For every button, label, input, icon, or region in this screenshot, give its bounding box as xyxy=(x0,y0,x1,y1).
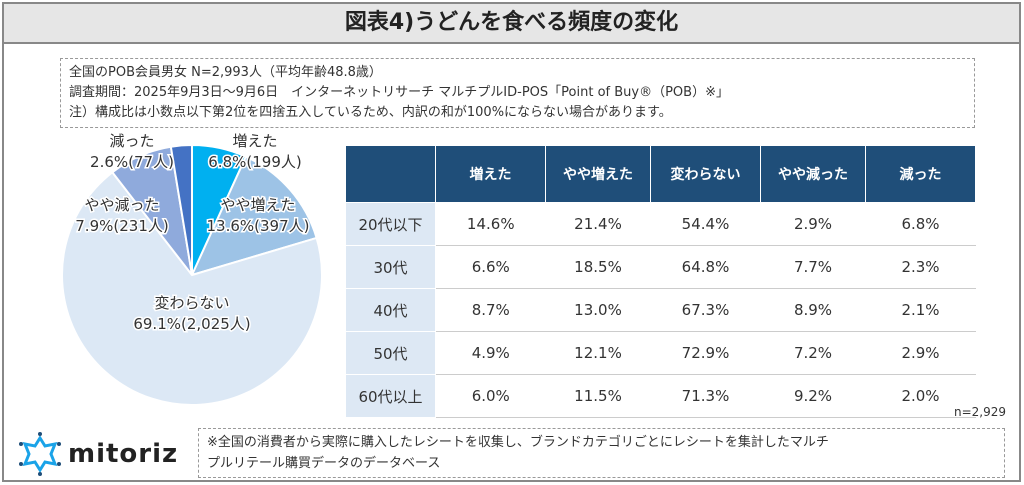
table-cell: 18.5% xyxy=(545,245,651,289)
slice-value-label: 6.8%(199人) xyxy=(208,153,301,171)
slice-category-label: やや減った xyxy=(84,196,159,214)
table-cell: 2.3% xyxy=(865,245,976,289)
table-cell: 12.1% xyxy=(545,331,651,375)
note-line: 全国のPOB会員男女 N=2,993人（平均年齢48.8歳） xyxy=(69,65,382,80)
page-title: 図表4)うどんを食べる頻度の変化 xyxy=(2,2,1021,44)
table-cell: 2.1% xyxy=(865,288,976,332)
note-line: 調査期間：2025年9月3日〜9月6日 インターネットリサーチ マルチプルID-… xyxy=(69,85,729,100)
column-header: やや減った xyxy=(760,145,866,203)
row-label: 50代 xyxy=(345,331,436,375)
table-cell: 2.0% xyxy=(865,374,976,418)
table-row: 40代 8.7% 13.0% 67.3% 8.9% 2.1% xyxy=(345,288,976,332)
table-cell: 7.7% xyxy=(760,245,866,289)
table-cell: 8.9% xyxy=(760,288,866,332)
notes: 全国のPOB会員男女 N=2,993人（平均年齢48.8歳） 調査期間：2025… xyxy=(60,58,975,128)
sample-size: n=2,929 xyxy=(953,405,1006,419)
table-cell: 64.8% xyxy=(650,245,761,289)
pie-slice xyxy=(61,170,323,406)
slice-category-label: やや増えた xyxy=(220,196,295,214)
pie-chart: 増えた 6.8%(199人) やや増えた 13.6%(397人) 変わらない 69.1%(… xyxy=(61,131,323,406)
footnote-line: ※全国の消費者から実際に購入したレシートを収集し、ブランドカテゴリごとにレシート… xyxy=(207,435,829,450)
logo-text: mitoriz xyxy=(68,439,179,469)
slice-value-label: 7.9%(231人) xyxy=(75,217,168,235)
table-cell: 2.9% xyxy=(760,202,866,246)
table-cell: 11.5% xyxy=(545,374,651,418)
table-cell: 13.0% xyxy=(545,288,651,332)
column-header xyxy=(345,145,436,203)
table-cell: 8.7% xyxy=(435,288,546,332)
logo: mitoriz xyxy=(18,432,178,476)
slice-value-label: 2.6%(77人) xyxy=(90,153,174,171)
table-cell: 7.2% xyxy=(760,331,866,375)
table-cell: 21.4% xyxy=(545,202,651,246)
table-cell: 54.4% xyxy=(650,202,761,246)
table-cell: 6.0% xyxy=(435,374,546,418)
column-header: 増えた xyxy=(435,145,546,203)
table-cell: 67.3% xyxy=(650,288,761,332)
slice-value-label: 13.6%(397人) xyxy=(207,217,310,235)
footnote-line: プルリテール購買データのデータベース xyxy=(207,456,441,471)
slice-category-label: 変わらない xyxy=(154,294,229,312)
table-row: 30代 6.6% 18.5% 64.8% 7.7% 2.3% xyxy=(345,245,976,289)
row-label: 60代以上 xyxy=(345,374,436,418)
slice-value-label: 69.1%(2,025人) xyxy=(133,315,250,333)
table-cell: 14.6% xyxy=(435,202,546,246)
table-row: 20代以下 14.6% 21.4% 54.4% 2.9% 6.8% xyxy=(345,202,976,246)
slice-category-label: 減った xyxy=(109,132,154,150)
table-cell: 2.9% xyxy=(865,331,976,375)
table-cell: 9.2% xyxy=(760,374,866,418)
table-cell: 6.8% xyxy=(865,202,976,246)
table-cell: 4.9% xyxy=(435,331,546,375)
column-header: 変わらない xyxy=(650,145,761,203)
column-header: やや増えた xyxy=(545,145,651,203)
pie-slice xyxy=(190,155,318,277)
mitoriz-logo-icon xyxy=(19,432,61,476)
footnote: ※全国の消費者から実際に購入したレシートを収集し、ブランドカテゴリごとにレシート… xyxy=(198,428,1005,478)
row-label: 30代 xyxy=(345,245,436,289)
table-cell: 71.3% xyxy=(650,374,761,418)
table-cell: 6.6% xyxy=(435,245,546,289)
table-cell: 72.9% xyxy=(650,331,761,375)
data-table: 増えた やや増えた 変わらない やや減った 減った 20代以下 14.6% 21.4% 54.4… xyxy=(345,145,976,418)
table-row: 50代 4.9% 12.1% 72.9% 7.2% 2.9% xyxy=(345,331,976,375)
row-label: 40代 xyxy=(345,288,436,332)
pie-slice xyxy=(169,143,193,276)
row-label: 20代以下 xyxy=(345,202,436,246)
column-header: 減った xyxy=(865,145,976,203)
note-line: 注）構成比は小数点以下第2位を四捨五入しているため、内訳の和が100%にならない… xyxy=(69,105,672,120)
table-row: 60代以上 6.0% 11.5% 71.3% 9.2% 2.0% xyxy=(345,374,976,418)
slice-category-label: 増えた xyxy=(232,132,277,150)
